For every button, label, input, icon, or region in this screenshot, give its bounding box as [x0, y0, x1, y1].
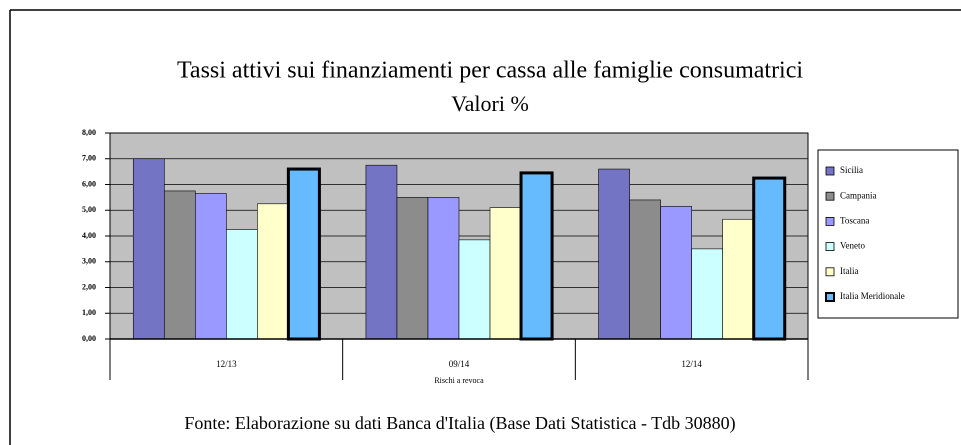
bar [286, 167, 321, 341]
y-tick-label: 2,00 [82, 282, 96, 291]
legend-label: Italia [840, 266, 859, 276]
legend-swatch [825, 267, 835, 277]
legend-swatch [825, 216, 835, 226]
x-axis-label: Rischi a revoca [434, 376, 484, 385]
legend-label: Campania [840, 190, 877, 200]
x-tick-label: 09/14 [449, 359, 470, 369]
legend-swatch [825, 191, 835, 201]
bar [226, 229, 258, 340]
y-tick-label: 6,00 [82, 179, 96, 188]
bar [519, 171, 554, 341]
legend-label: Italia Meridionale [840, 291, 905, 301]
bar [396, 197, 429, 340]
bar [427, 197, 460, 340]
chart-title: Tassi attivi sui finanziamenti per cassa… [177, 58, 803, 84]
y-tick-label: 5,00 [82, 205, 96, 214]
legend-swatch [825, 166, 835, 176]
bar [598, 168, 630, 340]
legend-label: Veneto [840, 241, 865, 251]
legend-box [817, 149, 959, 319]
y-tick-label: 7,00 [82, 154, 96, 163]
x-tick-label: 12/14 [681, 359, 702, 369]
y-tick-label: 3,00 [82, 257, 96, 266]
y-tick-label: 8,00 [82, 128, 96, 137]
legend-label: Sicilia [840, 165, 863, 175]
legend-label: Toscana [840, 215, 869, 225]
bar [722, 218, 755, 340]
bar [660, 206, 692, 340]
y-tick-label: 1,00 [82, 308, 96, 317]
source-note: Fonte: Elaborazione su dati Banca d'Ital… [184, 413, 735, 434]
bar [629, 199, 661, 340]
bar [257, 203, 289, 340]
bar [691, 248, 723, 340]
y-tick-label: 0,00 [82, 334, 96, 343]
bar [365, 164, 398, 340]
bar [163, 190, 196, 340]
bar [752, 176, 787, 341]
bar [195, 193, 227, 340]
legend-swatch [825, 242, 835, 252]
legend-swatch [825, 292, 835, 302]
bar [489, 207, 522, 340]
chart-subtitle: Valori % [451, 91, 529, 116]
bar [132, 158, 165, 340]
y-tick-label: 4,00 [82, 231, 96, 240]
bar [458, 239, 491, 340]
x-tick-label: 12/13 [216, 359, 237, 369]
